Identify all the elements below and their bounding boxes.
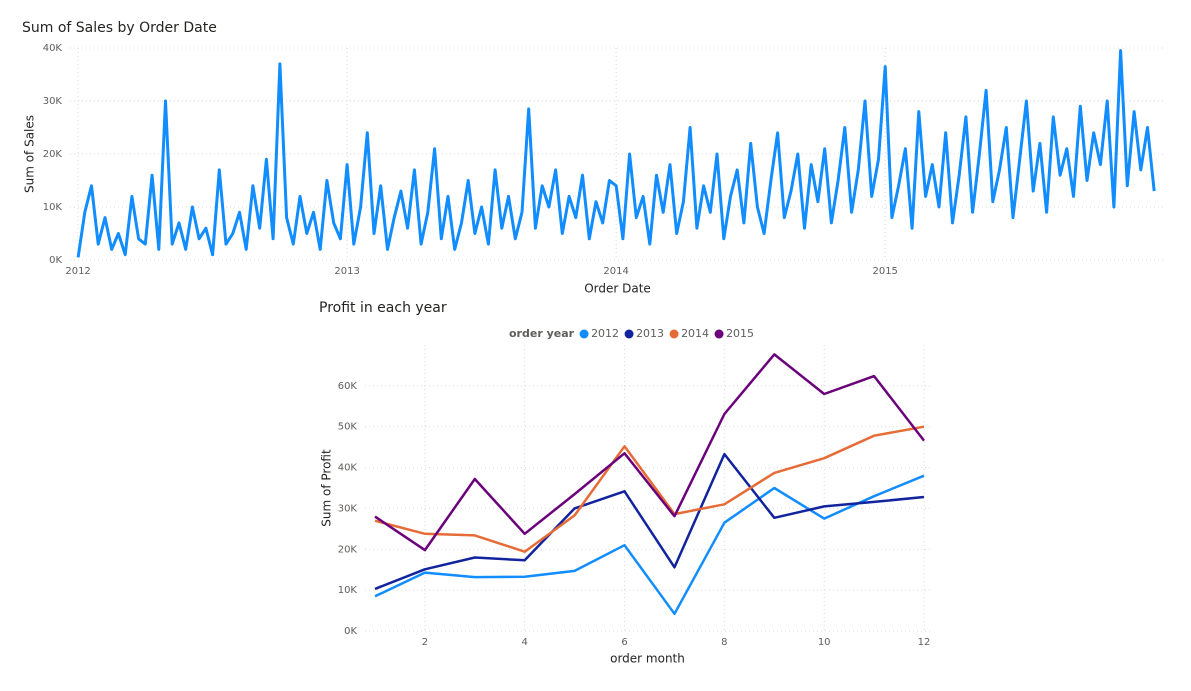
- chart-title: Sum of Sales by Order Date: [22, 20, 217, 36]
- y-tick-label: 0K: [49, 255, 62, 266]
- legend-marker: [669, 329, 679, 339]
- data-line: [374, 425, 925, 553]
- x-tick-label: 2015: [872, 266, 897, 277]
- data-line: [374, 452, 925, 591]
- y-tick-label: 20K: [43, 149, 63, 160]
- legend-label: 2013: [636, 327, 664, 340]
- x-tick-label: 10: [818, 637, 831, 648]
- y-axis-title: Sum of Profit: [320, 449, 334, 527]
- y-tick-label: 0K: [344, 626, 357, 637]
- data-line: [76, 49, 1156, 258]
- x-tick-label: 2014: [603, 266, 628, 277]
- y-tick-label: 10K: [338, 585, 358, 596]
- legend-marker: [624, 329, 634, 339]
- y-tick-label: 60K: [338, 381, 358, 392]
- y-tick-label: 10K: [43, 202, 63, 213]
- x-axis-title: order month: [610, 652, 685, 666]
- x-axis-title: Order Date: [584, 282, 651, 296]
- y-axis-title: Sum of Sales: [23, 115, 37, 193]
- legend-label: 2014: [681, 327, 709, 340]
- y-tick-label: 20K: [338, 544, 358, 555]
- x-tick-label: 4: [522, 637, 528, 648]
- legend-title: order year: [509, 327, 575, 340]
- legend-label: 2015: [726, 327, 754, 340]
- x-tick-label: 8: [721, 637, 727, 648]
- y-tick-label: 40K: [43, 43, 63, 54]
- y-tick-label: 30K: [43, 96, 63, 107]
- legend-marker: [579, 329, 589, 339]
- data-line: [374, 474, 925, 616]
- x-tick-label: 6: [621, 637, 627, 648]
- legend-marker: [714, 329, 724, 339]
- x-tick-label: 2013: [334, 266, 359, 277]
- data-line: [374, 353, 925, 552]
- x-tick-label: 2: [422, 637, 428, 648]
- legend-label: 2012: [591, 327, 619, 340]
- x-tick-label: 12: [918, 637, 931, 648]
- y-tick-label: 30K: [338, 503, 358, 514]
- y-tick-label: 50K: [338, 422, 358, 433]
- y-tick-label: 40K: [338, 463, 358, 474]
- x-tick-label: 2012: [65, 266, 90, 277]
- chart-title: Profit in each year: [319, 300, 447, 316]
